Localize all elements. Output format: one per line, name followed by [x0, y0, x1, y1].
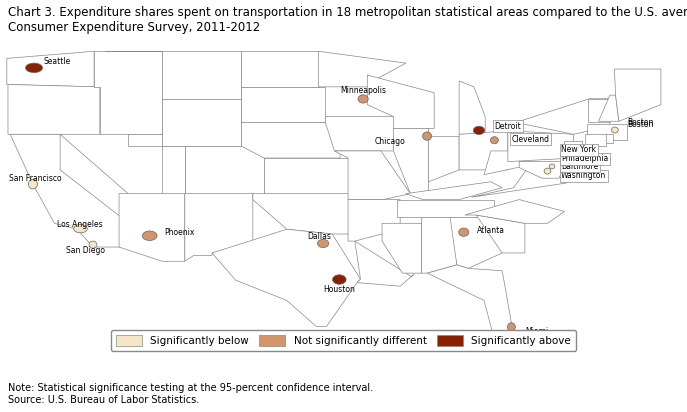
Text: Baltimore: Baltimore: [561, 162, 598, 171]
Ellipse shape: [89, 241, 97, 248]
Polygon shape: [7, 51, 94, 87]
Polygon shape: [476, 215, 525, 253]
Polygon shape: [484, 151, 539, 175]
Text: San Diego: San Diego: [66, 246, 105, 255]
Polygon shape: [587, 124, 627, 140]
Polygon shape: [427, 265, 514, 335]
Text: Atlanta: Atlanta: [477, 226, 505, 235]
Polygon shape: [326, 117, 398, 151]
Text: Boston: Boston: [627, 118, 653, 127]
Text: Cleveland: Cleveland: [511, 135, 550, 143]
Polygon shape: [519, 162, 568, 178]
Polygon shape: [106, 51, 241, 99]
Polygon shape: [508, 131, 574, 162]
Polygon shape: [397, 199, 494, 218]
Polygon shape: [60, 134, 128, 218]
Polygon shape: [459, 81, 485, 134]
Text: Washington: Washington: [561, 171, 607, 180]
Polygon shape: [614, 69, 661, 121]
Text: Houston: Houston: [324, 285, 355, 294]
Polygon shape: [368, 75, 434, 129]
Polygon shape: [253, 194, 350, 234]
Ellipse shape: [611, 127, 618, 133]
Polygon shape: [335, 151, 410, 199]
Polygon shape: [119, 194, 185, 261]
Polygon shape: [516, 99, 610, 134]
Polygon shape: [546, 170, 549, 171]
Ellipse shape: [544, 168, 551, 174]
Polygon shape: [422, 218, 457, 273]
Polygon shape: [94, 51, 162, 134]
Ellipse shape: [549, 164, 555, 169]
Ellipse shape: [317, 239, 329, 248]
Polygon shape: [394, 129, 429, 194]
Ellipse shape: [491, 137, 498, 144]
Polygon shape: [588, 99, 610, 122]
Polygon shape: [565, 141, 583, 170]
Text: Los Angeles: Los Angeles: [57, 220, 102, 229]
Ellipse shape: [508, 323, 515, 331]
Text: San Francisco: San Francisco: [9, 174, 62, 183]
Polygon shape: [348, 199, 400, 241]
Polygon shape: [561, 160, 569, 176]
Ellipse shape: [358, 95, 368, 103]
Polygon shape: [264, 158, 348, 194]
Ellipse shape: [28, 179, 37, 189]
Ellipse shape: [74, 225, 87, 233]
Text: Miami: Miami: [525, 327, 548, 336]
Polygon shape: [128, 134, 185, 194]
Polygon shape: [471, 164, 567, 197]
Text: Philadelphia: Philadelphia: [561, 154, 609, 163]
Polygon shape: [459, 131, 508, 170]
Text: Boston: Boston: [627, 120, 653, 129]
Text: Detroit: Detroit: [494, 122, 521, 131]
Polygon shape: [429, 137, 459, 182]
Polygon shape: [162, 99, 241, 146]
Ellipse shape: [25, 63, 43, 73]
Ellipse shape: [473, 126, 484, 135]
Polygon shape: [585, 134, 607, 146]
Polygon shape: [605, 134, 613, 143]
Polygon shape: [8, 84, 100, 134]
Ellipse shape: [142, 231, 157, 241]
Text: Chicago: Chicago: [375, 137, 406, 146]
Polygon shape: [406, 182, 502, 199]
Polygon shape: [319, 51, 406, 87]
Ellipse shape: [423, 132, 431, 140]
Text: Phoenix: Phoenix: [164, 228, 195, 237]
Polygon shape: [185, 146, 264, 194]
Polygon shape: [354, 241, 414, 286]
Text: Chart 3. Expenditure shares spent on transportation in 18 metropolitan statistic: Chart 3. Expenditure shares spent on tra…: [8, 6, 687, 34]
Ellipse shape: [565, 156, 572, 162]
Ellipse shape: [333, 275, 346, 284]
Polygon shape: [10, 134, 122, 247]
Polygon shape: [241, 87, 326, 122]
Polygon shape: [450, 218, 502, 268]
Text: Dallas: Dallas: [307, 232, 331, 241]
Text: Note: Statistical significance testing at the 95-percent confidence interval.
So: Note: Statistical significance testing a…: [8, 383, 373, 405]
Polygon shape: [241, 122, 340, 158]
Ellipse shape: [577, 146, 586, 153]
Text: New York: New York: [561, 145, 596, 154]
Polygon shape: [212, 229, 361, 327]
Polygon shape: [465, 199, 565, 223]
Ellipse shape: [459, 228, 469, 236]
Text: Minneapolis: Minneapolis: [340, 86, 386, 95]
Polygon shape: [598, 95, 619, 121]
Polygon shape: [185, 194, 253, 261]
Legend: Significantly below, Not significantly different, Significantly above: Significantly below, Not significantly d…: [111, 330, 576, 351]
Polygon shape: [241, 51, 319, 87]
Text: Seattle: Seattle: [43, 57, 70, 66]
Polygon shape: [382, 223, 422, 273]
